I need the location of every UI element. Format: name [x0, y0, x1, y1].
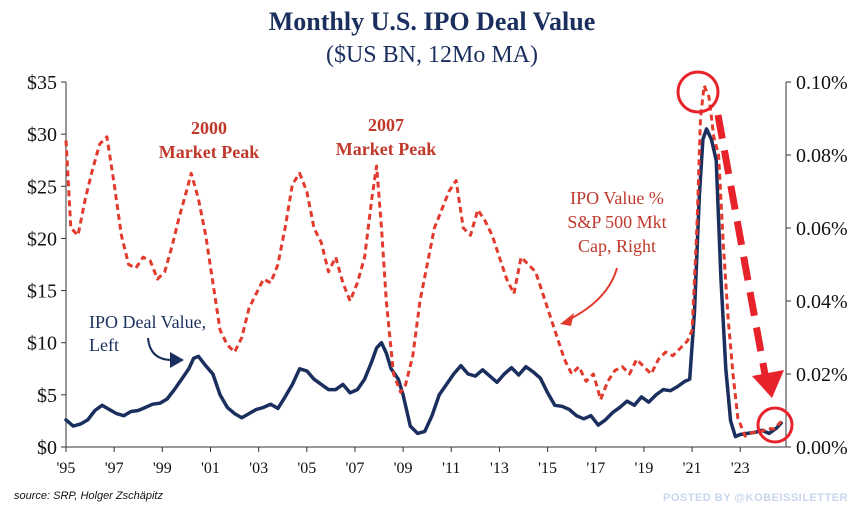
x-tick-label: '95 [57, 460, 76, 477]
ipo-value-label-1: IPO Deal Value, [89, 312, 206, 332]
left-tick-label: $15 [27, 281, 57, 303]
chart-subtitle: ($US BN, 12Mo MA) [326, 42, 538, 68]
x-tick-label: '19 [634, 460, 653, 477]
x-tick-label: '07 [346, 460, 365, 477]
x-tick-label: '23 [731, 460, 750, 477]
right-tick-label: 0.10% [796, 72, 848, 94]
recent-highlight-circle [756, 406, 794, 444]
left-tick-label: $25 [27, 176, 57, 198]
ipo-value-label-2: Left [89, 335, 119, 355]
x-tick-label: '17 [586, 460, 605, 477]
chart-title: Monthly U.S. IPO Deal Value [269, 7, 596, 36]
x-tick-label: '11 [442, 460, 460, 477]
x-tick-label: '09 [394, 460, 413, 477]
x-axis-ticks: '95 '97 '99 '01 '03 '05 '07 '09 '11 '13 '15 '17 '19 '… [57, 447, 750, 477]
x-tick-label: '97 [105, 460, 124, 477]
left-tick-label: $0 [37, 437, 57, 459]
x-tick-label: '13 [490, 460, 509, 477]
source-note: source: SRP, Holger Zschäpitz [14, 490, 163, 502]
x-tick-label: '05 [297, 460, 316, 477]
posted-by: POSTED BY @KOBEISSILETTER [663, 492, 848, 504]
left-tick-label: $5 [37, 385, 57, 407]
series-layer [64, 84, 783, 439]
decline-arrow-head [752, 370, 784, 398]
left-tick-label: $10 [27, 333, 57, 355]
right-axis-ticks: 0.00% 0.02% 0.04% 0.06% 0.08% 0.10% [786, 72, 848, 459]
right-tick-label: 0.02% [796, 364, 848, 386]
x-tick-label: '03 [249, 460, 268, 477]
left-tick-label: $35 [27, 72, 57, 94]
peak-2007-label: Market Peak [336, 139, 436, 159]
x-tick-label: '21 [683, 460, 702, 477]
right-tick-label: 0.00% [796, 437, 848, 459]
arrow-head-value [170, 352, 184, 368]
right-tick-label: 0.04% [796, 291, 848, 313]
decline-arrow-line [714, 114, 770, 381]
left-tick-label: $30 [27, 124, 57, 146]
x-tick-label: '15 [538, 460, 557, 477]
ipo-pct-mkt-cap-line [64, 84, 783, 438]
x-tick-label: '01 [201, 460, 220, 477]
x-tick-label: '99 [153, 460, 172, 477]
peak-2000-year: 2000 [191, 118, 227, 138]
arrow-to-pct-series [567, 267, 618, 321]
left-tick-label: $20 [27, 228, 57, 250]
ipo-pct-label-3: Cap, Right [578, 236, 656, 256]
right-tick-label: 0.06% [796, 218, 848, 240]
arrow-to-value-series [147, 337, 173, 361]
peak-highlight-circle [676, 70, 720, 114]
right-tick-label: 0.08% [796, 145, 848, 167]
arrow-head-pct [560, 313, 574, 326]
ipo-deal-value-line [64, 127, 783, 439]
peak-2007-year: 2007 [368, 115, 404, 135]
ipo-pct-label-1: IPO Value % [570, 188, 664, 208]
ipo-pct-label-2: S&P 500 Mkt [567, 212, 666, 232]
peak-2000-label: Market Peak [159, 142, 259, 162]
left-axis-ticks: $0 $5 $10 $15 $20 $25 $30 $35 [27, 72, 66, 459]
